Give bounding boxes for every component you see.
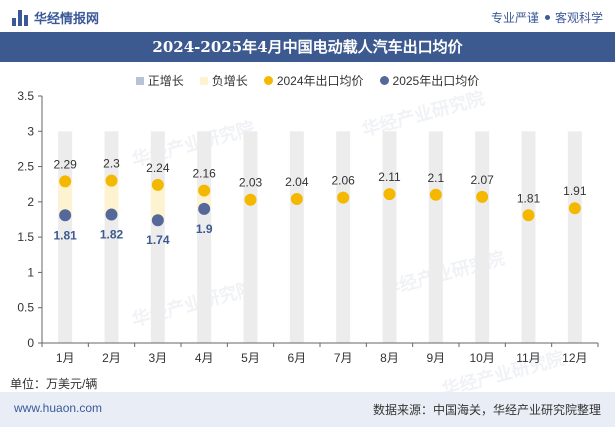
point-2024 bbox=[337, 191, 350, 204]
data-label-2024: 2.16 bbox=[192, 167, 216, 181]
legend-label-positive: 正增长 bbox=[147, 74, 184, 88]
chart-legend: 正增长 负增长 2024年出口均价 2025年出口均价 bbox=[0, 72, 615, 89]
point-2024 bbox=[429, 188, 442, 201]
y-tick-label: 1 bbox=[27, 265, 34, 279]
column-bg bbox=[567, 131, 582, 343]
column-bg bbox=[382, 131, 397, 343]
point-2024 bbox=[151, 178, 164, 191]
data-label-2025: 1.82 bbox=[100, 228, 124, 242]
point-2024 bbox=[568, 202, 581, 215]
y-tick-label: 3.5 bbox=[17, 89, 34, 103]
column-bg bbox=[243, 131, 258, 343]
logo[interactable]: 华经情报网 bbox=[12, 8, 99, 27]
data-label-2024: 2.29 bbox=[53, 157, 77, 171]
point-2024 bbox=[105, 174, 118, 187]
x-tick-label: 12月 bbox=[562, 351, 587, 365]
data-label-2024: 1.81 bbox=[517, 191, 541, 205]
point-2025 bbox=[198, 202, 211, 215]
tagline-right: 客观科学 bbox=[554, 11, 603, 25]
x-tick-label: 11月 bbox=[516, 351, 540, 365]
column-bg bbox=[197, 131, 212, 343]
column-bg bbox=[336, 131, 351, 343]
y-tick-label: 0.5 bbox=[17, 301, 34, 315]
legend-label-negative: 负增长 bbox=[211, 74, 248, 88]
logo-bars-icon bbox=[12, 9, 28, 26]
tagline-left: 专业严谨 bbox=[490, 11, 539, 25]
unit-label: 单位：万美元/辆 bbox=[10, 377, 98, 391]
y-tick-label: 0 bbox=[27, 336, 34, 350]
x-tick-label: 2月 bbox=[102, 351, 121, 365]
legend-swatch-2025 bbox=[379, 76, 389, 85]
x-tick-label: 1月 bbox=[56, 351, 75, 365]
column-bg bbox=[475, 131, 490, 343]
data-label-2025: 1.9 bbox=[196, 222, 213, 236]
point-2024 bbox=[383, 188, 396, 201]
y-tick-label: 2.5 bbox=[17, 160, 34, 174]
data-label-2024: 2.06 bbox=[331, 174, 355, 188]
data-label-2024: 2.07 bbox=[470, 173, 494, 187]
data-label-2024: 2.3 bbox=[103, 157, 120, 171]
legend-item-negative: 负增长 bbox=[199, 72, 248, 89]
growth-bar bbox=[58, 181, 73, 216]
legend-item-positive: 正增长 bbox=[135, 72, 184, 89]
point-2024 bbox=[476, 190, 489, 203]
tagline: 专业严谨 客观科学 bbox=[491, 9, 603, 26]
logo-text: 华经情报网 bbox=[34, 11, 100, 26]
footer-website[interactable]: www.huaon.com bbox=[14, 401, 103, 415]
chart-title: 2024-2025年4月中国电动载人汽车出口均价 bbox=[0, 32, 615, 62]
data-label-2024: 2.24 bbox=[146, 161, 170, 175]
x-tick-label: 8月 bbox=[380, 351, 399, 365]
growth-bar bbox=[104, 180, 119, 215]
legend-swatch-negative bbox=[199, 76, 208, 85]
data-label-2025: 1.81 bbox=[53, 228, 77, 242]
x-tick-label: 7月 bbox=[334, 351, 353, 365]
data-label-2024: 2.11 bbox=[378, 170, 401, 184]
legend-label-2025: 2025年出口均价 bbox=[392, 74, 480, 88]
point-2024 bbox=[198, 184, 211, 197]
data-label-2024: 2.1 bbox=[427, 171, 444, 185]
column-bg bbox=[428, 131, 443, 343]
x-tick-label: 9月 bbox=[426, 351, 445, 365]
data-label-2024: 2.03 bbox=[239, 176, 263, 190]
y-tick-label: 1.5 bbox=[17, 230, 34, 244]
legend-label-2024: 2024年出口均价 bbox=[276, 74, 364, 88]
point-2025 bbox=[59, 209, 72, 222]
footer: www.huaon.com 数据来源：中国海关，华经产业研究院整理 bbox=[0, 392, 615, 427]
chart-plot: 0 0.5 1 1.5 2 2.5 3 3.5 1月 2月 3月 4月 5月 6月 7月 8月 9月 10月 11月… bbox=[17, 89, 599, 365]
point-2024 bbox=[244, 193, 257, 206]
point-2024 bbox=[522, 209, 535, 222]
point-2024 bbox=[59, 175, 72, 188]
x-tick-label: 6月 bbox=[287, 351, 306, 365]
legend-swatch-2024 bbox=[263, 76, 273, 85]
footer-source: 数据来源：中国海关，华经产业研究院整理 bbox=[372, 403, 601, 417]
point-2025 bbox=[105, 208, 118, 221]
legend-item-2025: 2025年出口均价 bbox=[379, 72, 480, 89]
x-tick-label: 10月 bbox=[469, 351, 494, 365]
x-tick-label: 4月 bbox=[195, 351, 214, 365]
y-tick-label: 3 bbox=[27, 124, 34, 138]
x-tick-label: 3月 bbox=[148, 351, 167, 365]
data-label-2024: 2.04 bbox=[285, 175, 309, 189]
bullet-icon bbox=[544, 15, 550, 21]
legend-item-2024: 2024年出口均价 bbox=[263, 72, 364, 89]
legend-swatch-positive bbox=[135, 76, 144, 85]
growth-bar bbox=[150, 184, 165, 221]
y-tick-label: 2 bbox=[27, 195, 34, 209]
point-2024 bbox=[290, 193, 303, 206]
x-tick-label: 5月 bbox=[241, 351, 260, 365]
column-bg bbox=[521, 131, 536, 343]
top-bar: 华经情报网 专业严谨 客观科学 bbox=[0, 0, 615, 32]
data-label-2025: 1.74 bbox=[146, 233, 170, 247]
data-label-2024: 1.91 bbox=[563, 184, 587, 198]
column-bg bbox=[289, 131, 304, 343]
point-2025 bbox=[151, 214, 164, 227]
